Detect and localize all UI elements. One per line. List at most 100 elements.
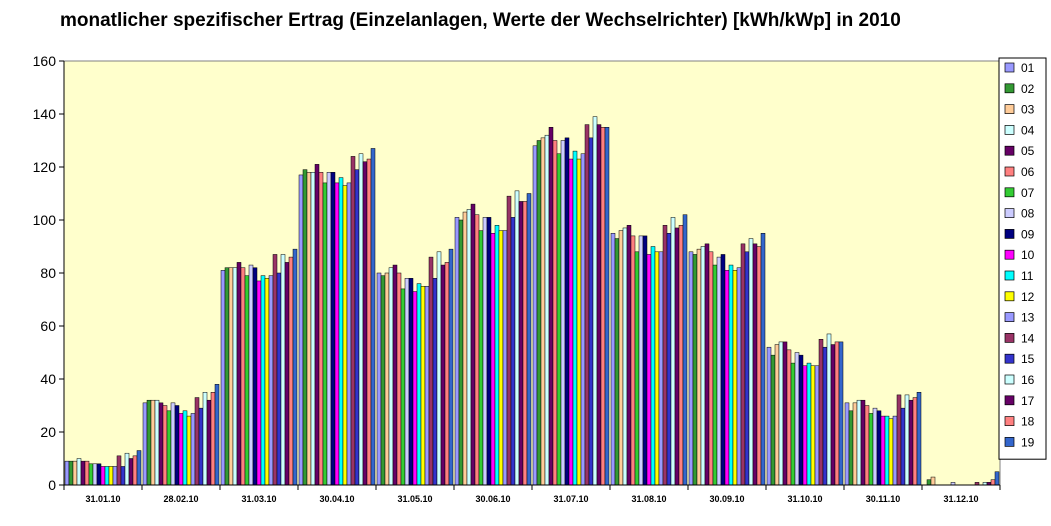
bar-07-31.07.10 xyxy=(556,153,562,486)
bar-06-30.06.10 xyxy=(474,214,480,486)
bar-10-28.02.10 xyxy=(178,413,184,486)
bar-14-31.05.10 xyxy=(428,256,434,486)
x-tick-label: 30.11.10 xyxy=(866,494,901,504)
bar-02-31.01.10 xyxy=(68,460,74,486)
legend-swatch-01 xyxy=(1004,62,1015,73)
bar-05-31.10.10 xyxy=(782,341,788,486)
bar-04-30.09.10 xyxy=(700,246,706,486)
bar-02-31.08.10 xyxy=(614,238,620,486)
bar-08-28.02.10 xyxy=(170,402,176,486)
bar-18-31.01.10 xyxy=(132,455,138,486)
bar-14-31.10.10 xyxy=(818,339,824,486)
bar-15-30.04.10 xyxy=(354,169,360,486)
bar-04-31.03.10 xyxy=(232,267,238,486)
bar-12-28.02.10 xyxy=(186,415,192,486)
bar-09-31.05.10 xyxy=(408,278,414,486)
bar-08-30.06.10 xyxy=(482,217,488,486)
legend-label-16: 16 xyxy=(1021,373,1035,387)
bar-11-30.06.10 xyxy=(494,225,500,486)
legend: 01 02 03 04 05 06 07 08 09 10 11 12 13 14 15 16 17 18 19 xyxy=(998,57,1047,460)
bar-18-28.02.10 xyxy=(210,392,216,486)
y-tick-label: 40 xyxy=(40,371,56,387)
bar-12-30.06.10 xyxy=(498,230,504,486)
bar-10-30.09.10 xyxy=(724,270,730,486)
legend-swatch-12 xyxy=(1004,291,1015,302)
x-tick-label: 30.09.10 xyxy=(709,494,744,504)
bar-03-31.08.10 xyxy=(618,230,624,486)
y-tick-label: 20 xyxy=(40,424,56,440)
bar-04-30.06.10 xyxy=(466,209,472,486)
bar-04-28.02.10 xyxy=(154,399,160,486)
bar-18-30.04.10 xyxy=(366,158,372,486)
bar-14-31.03.10 xyxy=(272,254,278,486)
bar-17-31.01.10 xyxy=(128,458,134,486)
bar-11-28.02.10 xyxy=(182,410,188,486)
legend-swatch-03 xyxy=(1004,104,1015,114)
bar-02-28.02.10 xyxy=(146,399,152,486)
bar-01-30.04.10 xyxy=(298,174,304,486)
bar-17-31.05.10 xyxy=(440,264,446,486)
bar-16-31.08.10 xyxy=(670,217,676,486)
bar-08-30.04.10 xyxy=(326,172,332,486)
bar-15-31.01.10 xyxy=(120,466,126,486)
bar-17-30.04.10 xyxy=(362,161,368,486)
bar-14-30.09.10 xyxy=(740,243,746,486)
bar-19-28.02.10 xyxy=(214,384,220,486)
legend-label-04: 04 xyxy=(1021,123,1035,137)
legend-label-07: 07 xyxy=(1021,186,1035,200)
bar-12-31.01.10 xyxy=(108,466,114,486)
bar-18-30.06.10 xyxy=(522,201,528,486)
bar-10-31.08.10 xyxy=(646,254,652,486)
bar-03-30.04.10 xyxy=(306,172,312,486)
bar-16-30.04.10 xyxy=(358,153,364,486)
bar-11-31.05.10 xyxy=(416,283,422,486)
bar-13-31.05.10 xyxy=(424,286,430,486)
legend-swatch-15 xyxy=(1004,353,1015,364)
legend-swatch-05 xyxy=(1004,145,1015,156)
legend-swatch-10 xyxy=(1004,249,1015,260)
bar-16-31.10.10 xyxy=(826,333,832,486)
bar-01-30.09.10 xyxy=(688,251,694,486)
bar-16-31.05.10 xyxy=(436,251,442,486)
bar-19-31.10.10 xyxy=(838,341,844,486)
bar-06-31.03.10 xyxy=(240,267,246,486)
legend-label-13: 13 xyxy=(1021,311,1035,325)
bar-07-31.05.10 xyxy=(400,288,406,486)
bar-14-30.06.10 xyxy=(506,195,512,486)
bar-08-30.11.10 xyxy=(872,407,878,486)
bar-14-31.07.10 xyxy=(584,124,590,486)
bar-04-30.04.10 xyxy=(310,172,316,486)
bar-11-31.01.10 xyxy=(104,466,110,486)
legend-label-02: 02 xyxy=(1021,82,1035,96)
legend-label-05: 05 xyxy=(1021,144,1035,158)
bar-08-31.03.10 xyxy=(248,264,254,486)
bar-01-31.01.10 xyxy=(64,460,70,486)
bar-12-31.08.10 xyxy=(654,251,660,486)
bar-05-30.11.10 xyxy=(860,399,866,486)
bar-17-31.07.10 xyxy=(596,124,602,486)
bar-17-28.02.10 xyxy=(206,399,212,486)
bar-09-30.06.10 xyxy=(486,217,492,486)
bar-18-31.07.10 xyxy=(600,127,606,486)
legend-swatch-18 xyxy=(1004,416,1015,426)
bar-03-31.07.10 xyxy=(540,137,546,486)
bar-19-31.08.10 xyxy=(682,214,688,486)
bar-09-30.11.10 xyxy=(876,410,882,486)
legend-swatch-09 xyxy=(1004,229,1015,239)
legend-swatch-06 xyxy=(1004,166,1015,177)
bar-10-31.01.10 xyxy=(100,466,106,486)
legend-swatch-02 xyxy=(1004,83,1015,94)
bar-04-30.11.10 xyxy=(856,399,862,486)
x-tick-label: 31.01.10 xyxy=(85,494,120,504)
legend-label-03: 03 xyxy=(1021,103,1035,117)
bar-03-31.03.10 xyxy=(228,267,234,486)
bar-16-31.07.10 xyxy=(592,116,598,486)
bar-08-30.09.10 xyxy=(716,256,722,486)
bar-02-30.04.10 xyxy=(302,169,308,486)
bar-01-30.11.10 xyxy=(844,402,850,486)
bar-05-31.07.10 xyxy=(548,127,554,486)
bar-19-31.03.10 xyxy=(292,248,298,486)
y-tick-label: 120 xyxy=(33,159,57,175)
x-tick-label: 31.03.10 xyxy=(241,494,276,504)
bar-11-30.04.10 xyxy=(338,177,344,486)
